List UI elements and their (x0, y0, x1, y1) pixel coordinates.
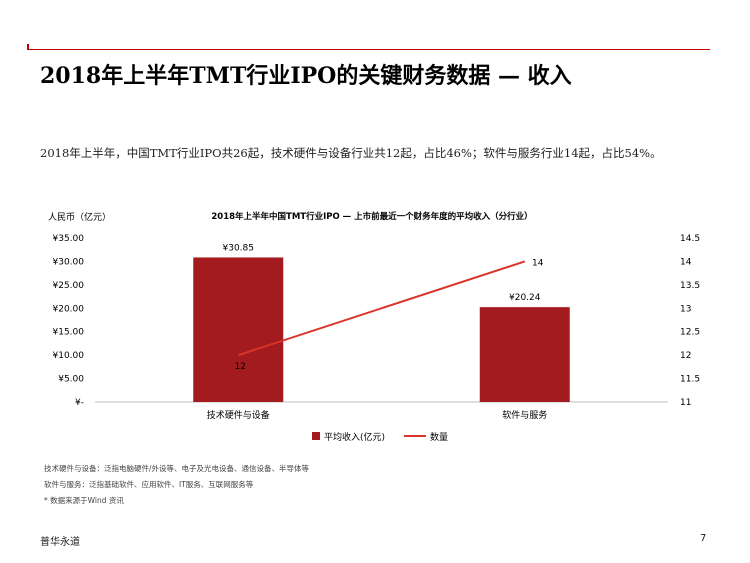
y-tick-label: ¥20.00 (53, 304, 85, 314)
bar (193, 257, 284, 402)
page-number: 7 (700, 533, 707, 544)
x-category-label: 软件与服务 (502, 409, 547, 421)
bar-value-label: ¥30.85 (223, 243, 255, 253)
header-rule (27, 49, 710, 50)
summary-text: 2018年上半年，中国TMT行业IPO共26起，技术硬件与设备行业共12起，占比… (40, 146, 662, 160)
legend-swatch-bar (312, 432, 320, 440)
y2-tick-label: 12.5 (680, 328, 700, 338)
y-tick-label: ¥5.00 (58, 375, 84, 385)
y-tick-label: ¥15.00 (53, 328, 85, 338)
page-title: 2018年上半年TMT行业IPO的关键财务数据 — 收入 (40, 63, 572, 89)
x-category-label: 技术硬件与设备 (207, 409, 270, 421)
y2-tick-label: 13 (680, 304, 691, 314)
chart: 2018年上半年中国TMT行业IPO — 上市前最近一个财务年度的平均收入（分行… (48, 211, 700, 443)
y-tick-label: ¥35.00 (53, 234, 85, 244)
y-tick-label: ¥10.00 (53, 351, 85, 361)
y-tick-label: ¥25.00 (53, 281, 85, 291)
y-axis-label: 人民币（亿元） (48, 211, 111, 223)
chart-title: 2018年上半年中国TMT行业IPO — 上市前最近一个财务年度的平均收入（分行… (211, 211, 532, 222)
y2-tick-label: 13.5 (680, 281, 700, 291)
note-data-source: * 数据来源于Wind 资讯 (44, 496, 124, 505)
y2-tick-label: 11 (680, 398, 691, 408)
note-software-definition: 软件与服务：泛指基础软件、应用软件、IT服务、互联网服务等 (44, 480, 254, 489)
y2-tick-label: 14 (680, 257, 692, 267)
bar (479, 307, 570, 402)
y2-tick-label: 12 (680, 351, 691, 361)
header-accent-tick (27, 44, 29, 50)
y-tick-label: ¥- (75, 398, 84, 408)
footer-brand: 普华永道 (40, 537, 80, 548)
line-series-count (237, 260, 526, 357)
bar-value-label: ¥20.24 (509, 293, 541, 303)
line-value-label: 14 (532, 258, 544, 268)
legend-label-bar: 平均收入(亿元) (324, 431, 385, 443)
note-hardware-definition: 技术硬件与设备：泛指电脑硬件/外设等、电子及光电设备、通信设备、半导体等 (44, 464, 310, 473)
y2-tick-label: 14.5 (680, 234, 700, 244)
legend-label-line: 数量 (430, 431, 448, 443)
notes: 技术硬件与设备：泛指电脑硬件/外设等、电子及光电设备、通信设备、半导体等 软件与… (44, 461, 309, 509)
line-value-label: 12 (235, 362, 246, 372)
y-tick-label: ¥30.00 (53, 257, 85, 267)
y2-tick-label: 11.5 (680, 375, 700, 385)
